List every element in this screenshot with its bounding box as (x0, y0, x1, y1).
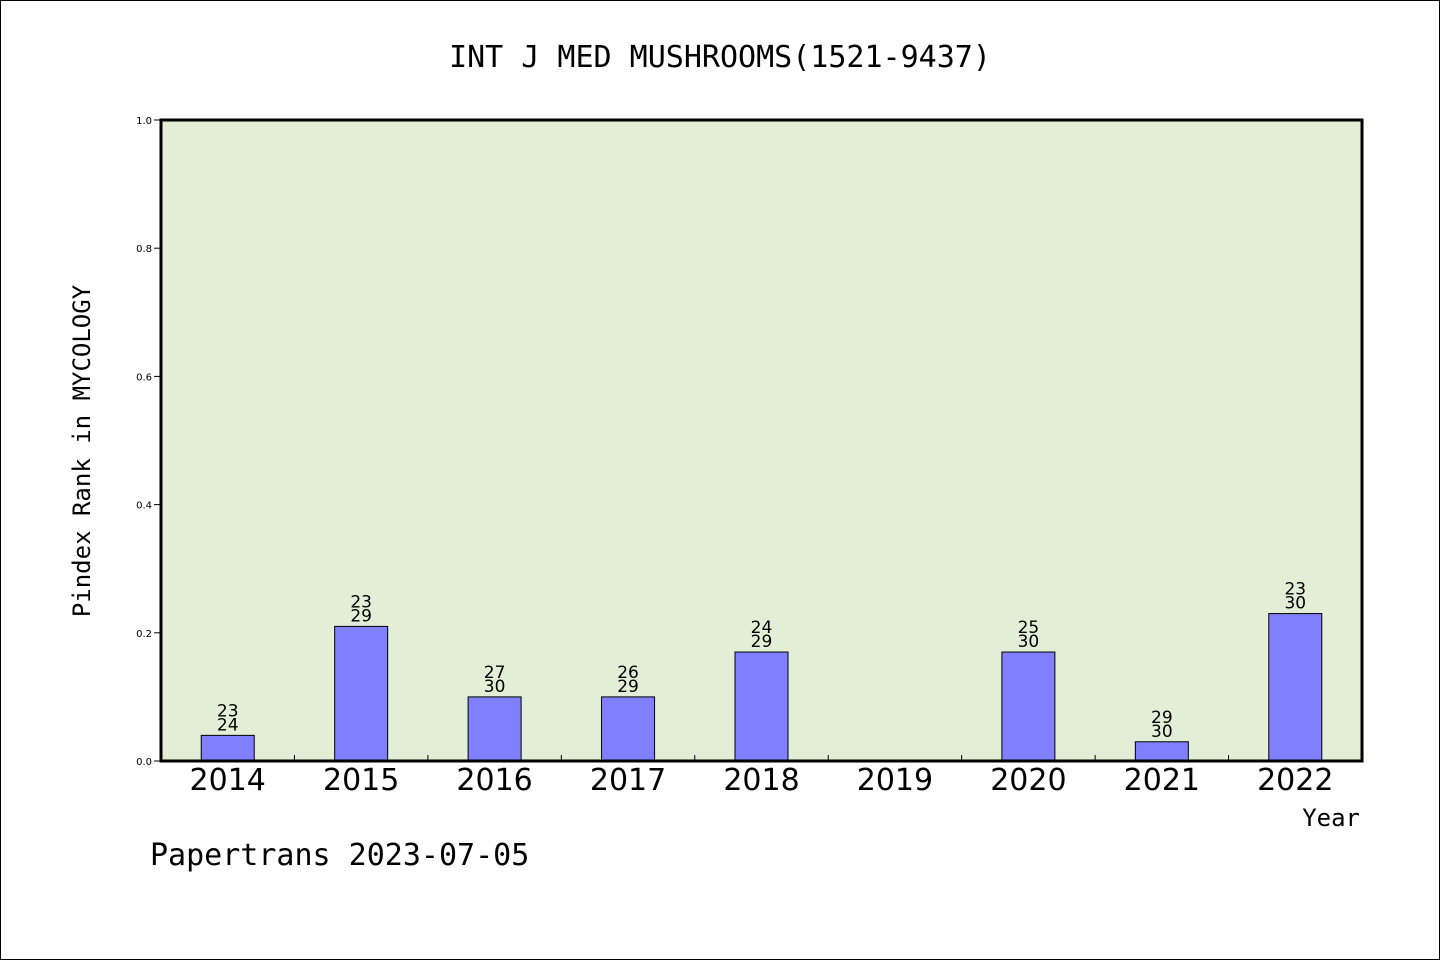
bar-2015 (334, 625, 389, 762)
x-tick-label-2021: 2021 (1124, 763, 1200, 798)
bar-rank-label-2014: 23 (217, 701, 239, 721)
y-tick-label-0.4: 0.4 (136, 501, 152, 512)
x-tick-label-2018: 2018 (723, 763, 799, 798)
y-axis-label: Pindex Rank in MYCOLOGY (68, 284, 96, 617)
x-tick-label-2015: 2015 (323, 763, 399, 798)
footer-text: Papertrans 2023-07-05 (150, 838, 529, 873)
bar-rank-label-2017: 26 (617, 663, 639, 683)
x-tick-label-2019: 2019 (857, 763, 933, 798)
bar-rank-label-2022: 23 (1284, 580, 1306, 600)
x-tick-label-2016: 2016 (456, 763, 532, 798)
x-axis-label: Year (1302, 804, 1360, 832)
bar-2020 (1001, 651, 1056, 762)
bar-total-label-2022: 30 (1284, 594, 1306, 614)
chart-title: INT J MED MUSHROOMS(1521-9437) (449, 40, 991, 75)
bar-rank-label-2015: 23 (350, 592, 372, 612)
bar-total-label-2015: 29 (350, 606, 372, 626)
bar-total-label-2017: 29 (617, 677, 639, 697)
x-tick-label-2022: 2022 (1257, 763, 1333, 798)
bar-2016 (467, 696, 522, 762)
y-tick-label-1.0: 1.0 (136, 116, 152, 127)
bar-2018 (734, 651, 789, 762)
y-tick-label-0.6: 0.6 (136, 372, 152, 383)
bar-2014 (200, 734, 255, 762)
y-tick-label-0.8: 0.8 (136, 244, 152, 255)
x-tick-label-2017: 2017 (590, 763, 666, 798)
bar-2022 (1268, 613, 1323, 762)
bar-2021 (1134, 741, 1189, 762)
bar-total-label-2018: 29 (751, 632, 773, 652)
bar-total-label-2020: 30 (1018, 632, 1040, 652)
y-tick-label-0.2: 0.2 (136, 629, 152, 640)
bar-2017 (601, 696, 656, 762)
bar-rank-label-2016: 27 (484, 663, 506, 683)
bar-total-label-2014: 24 (217, 715, 239, 735)
bar-rank-label-2020: 25 (1018, 618, 1040, 638)
bar-rank-label-2018: 24 (751, 618, 773, 638)
bar-rank-label-2021: 29 (1151, 708, 1173, 728)
x-tick-label-2014: 2014 (190, 763, 266, 798)
x-tick-label-2020: 2020 (990, 763, 1066, 798)
bar-total-label-2016: 30 (484, 677, 506, 697)
plot-frame (159, 118, 1364, 763)
bar-total-label-2021: 30 (1151, 722, 1173, 742)
y-tick-label-0.0: 0.0 (136, 757, 152, 768)
